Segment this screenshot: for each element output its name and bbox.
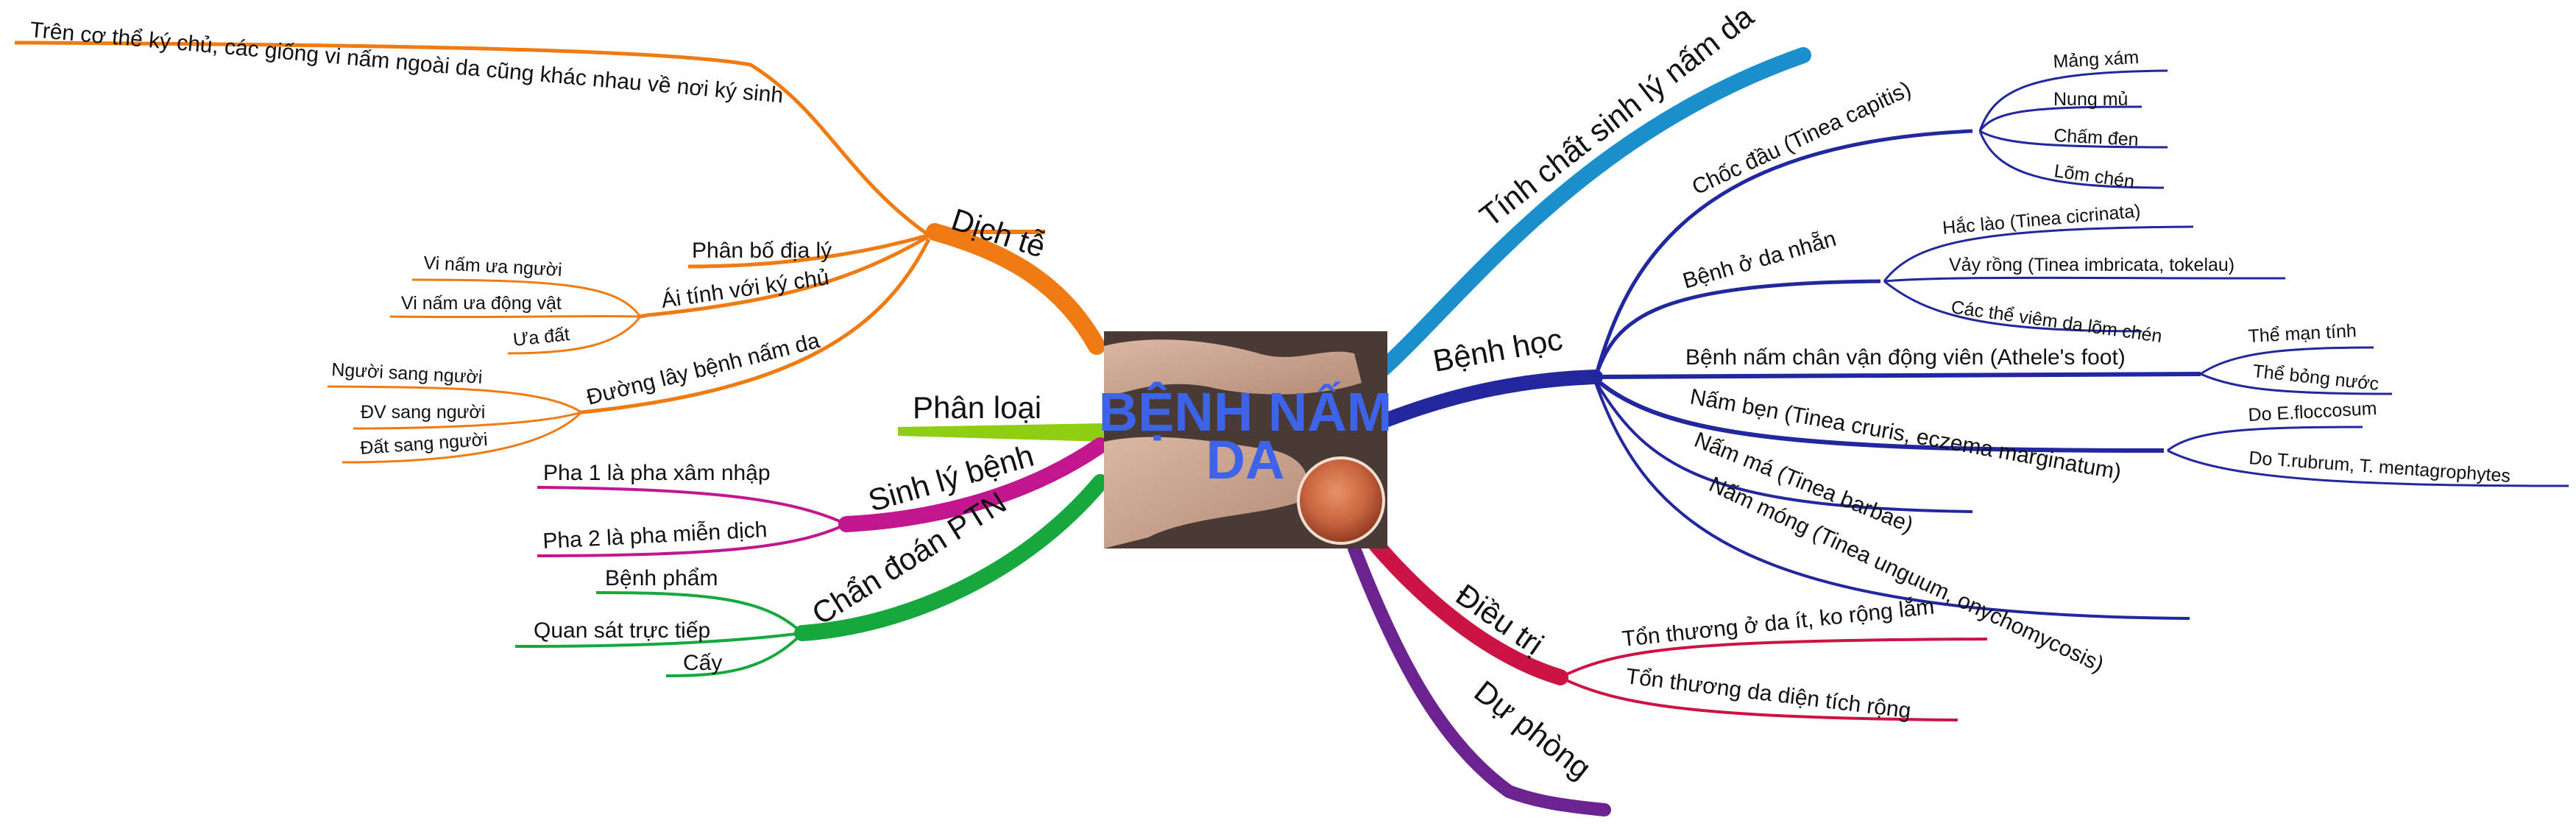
leaf-lom-chen[interactable]: Lõm chén (2053, 160, 2136, 192)
leaf-cay[interactable]: Cấy (683, 651, 722, 675)
leaf-line-benh-pham (595, 591, 804, 635)
topic-phan-loai[interactable]: Phân loại (913, 390, 1041, 425)
leaf-line-da-nhan-2 (1883, 276, 2286, 283)
leaf-vay-rong[interactable]: Vảy rồng (Tinea imbricata, tokelau) (1949, 255, 2234, 275)
leaf-line-vdv-2 (2200, 373, 2393, 395)
leaf-benh-pham[interactable]: Bệnh phẩm (605, 566, 718, 590)
leaf-line-2 (389, 314, 641, 319)
branch-tinh-chat-trunk (1376, 47, 1811, 376)
leaf-line-5 (353, 411, 582, 430)
leaf-pha-1[interactable]: Pha 1 là pha xâm nhập (543, 461, 771, 485)
leaf-nung-mu[interactable]: Nung mủ (2053, 89, 2128, 110)
subtopic-ai-tinh[interactable]: Ái tính với ký chủ (659, 265, 830, 313)
center-photo-arm-lower (1104, 437, 1308, 548)
branch-dieu-tri-trunk (1368, 537, 1568, 685)
connector-nam-mong (1594, 382, 2190, 620)
leaf-line-choc-1 (1978, 69, 2168, 132)
leaf-line-pha-1 (537, 486, 847, 526)
leaf-quan-sat[interactable]: Quan sát trực tiếp (534, 618, 710, 643)
leaf-vi-nam-ua-nguoi[interactable]: Vi nấm ưa người (423, 253, 563, 280)
branch-benh-hoc-trunk (1380, 370, 1603, 427)
leaf-cham-den[interactable]: Chấm đen (2053, 125, 2140, 150)
leaf-dv-sang-nguoi[interactable]: ĐV sang người (361, 402, 485, 423)
leaf-line-choc-4 (1978, 130, 2165, 189)
connector-phan-bo (687, 233, 928, 269)
branch-dieu-tri (1368, 537, 1988, 721)
branch-dich-te (14, 40, 1105, 464)
connector-duong-lay (581, 238, 931, 414)
connector-nam-ma (1594, 380, 1973, 513)
branch-phan-loai (898, 423, 1104, 442)
leaf-line-4 (327, 385, 582, 414)
center-petri-dish (1297, 456, 1385, 545)
center-title-line1: BỆNH NẤM (1099, 381, 1393, 442)
center-title-line2: DA (1206, 429, 1285, 490)
branch-benh-hoc (1380, 69, 2569, 620)
branch-sinh-ly-trunk (838, 437, 1108, 532)
branch-chan-doan-trunk (794, 474, 1108, 641)
leaf-line-ben-1 (2167, 426, 2363, 452)
leaf-line-cay (665, 632, 804, 677)
leaf-ua-dat[interactable]: Ưa đất (512, 324, 571, 350)
branch-sinh-ly-benh (537, 437, 1108, 557)
leaf-vi-nam-ua-dong-vat[interactable]: Vi nấm ưa động vật (401, 293, 562, 314)
leaf-line-dieu-tri-2 (1560, 676, 1958, 721)
branch-dich-te-trunk (926, 223, 1105, 355)
branch-du-phong (1348, 542, 1611, 816)
leaf-hac-lao[interactable]: Hắc lào (Tinea cicrinata) (1942, 200, 2142, 239)
branch-chan-doan (514, 474, 1108, 677)
subtopic-duong-lay[interactable]: Đường lây bệnh nấm da (584, 328, 823, 410)
dich-te-note: Trên cơ thể ký chủ, các giống vi nấm ngo… (29, 18, 784, 107)
leaf-line-ben-2 (2167, 449, 2569, 487)
leaf-the-man-tinh[interactable]: Thể mạn tính (2248, 320, 2357, 347)
subtopic-chan-vdv[interactable]: Bệnh nấm chân vận động viên (Athele's fo… (1685, 345, 2126, 370)
connector-da-nhan (1593, 279, 1881, 378)
topic-benh-hoc[interactable]: Bệnh học (1430, 322, 1565, 378)
leaf-do-t-rubrum[interactable]: Do T.rubrum, T. mentagrophytes (2248, 448, 2511, 487)
subtopic-nam-mong[interactable]: Nấm móng (Tinea unguum, onychomycosis) (1705, 472, 2107, 677)
subtopic-phan-bo[interactable]: Phân bố địa lý (692, 239, 832, 263)
leaf-line-vdv-1 (2200, 346, 2374, 375)
leaf-line-3 (507, 316, 642, 355)
leaf-mang-xam[interactable]: Mảng xám (2053, 47, 2140, 72)
connector-choc-dau (1593, 129, 1973, 378)
leaf-line-pha-2 (537, 523, 847, 557)
branch-tinh-chat (1376, 47, 1811, 376)
leaf-line-dieu-tri-1 (1560, 638, 1988, 679)
leaf-line-quan-sat (514, 632, 803, 648)
leaf-line-choc-2 (1978, 105, 2142, 132)
center-photo-arm-upper (1104, 339, 1362, 398)
leaf-line-da-nhan-1 (1883, 225, 2194, 282)
connector-ai-tinh-trunk (640, 313, 648, 319)
center-node: BỆNH NẤM DA (1099, 331, 1393, 548)
leaf-line-da-nhan-3 (1883, 280, 2142, 333)
connector-nam-ben (1594, 377, 2165, 453)
connector-note (14, 40, 929, 236)
branch-phan-loai-wedge (898, 423, 1104, 442)
branch-du-phong-trunk (1348, 542, 1611, 816)
leaf-line-1 (411, 278, 642, 317)
connector-chan-vdv (1595, 372, 2201, 379)
leaf-line-6 (342, 411, 583, 464)
leaf-do-e-floccosum[interactable]: Do E.floccosum (2248, 398, 2377, 426)
connector-ai-tinh (647, 235, 929, 317)
leaf-line-choc-3 (1979, 130, 2168, 149)
leaf-nguoi-sang-nguoi[interactable]: Người sang người (331, 359, 483, 388)
